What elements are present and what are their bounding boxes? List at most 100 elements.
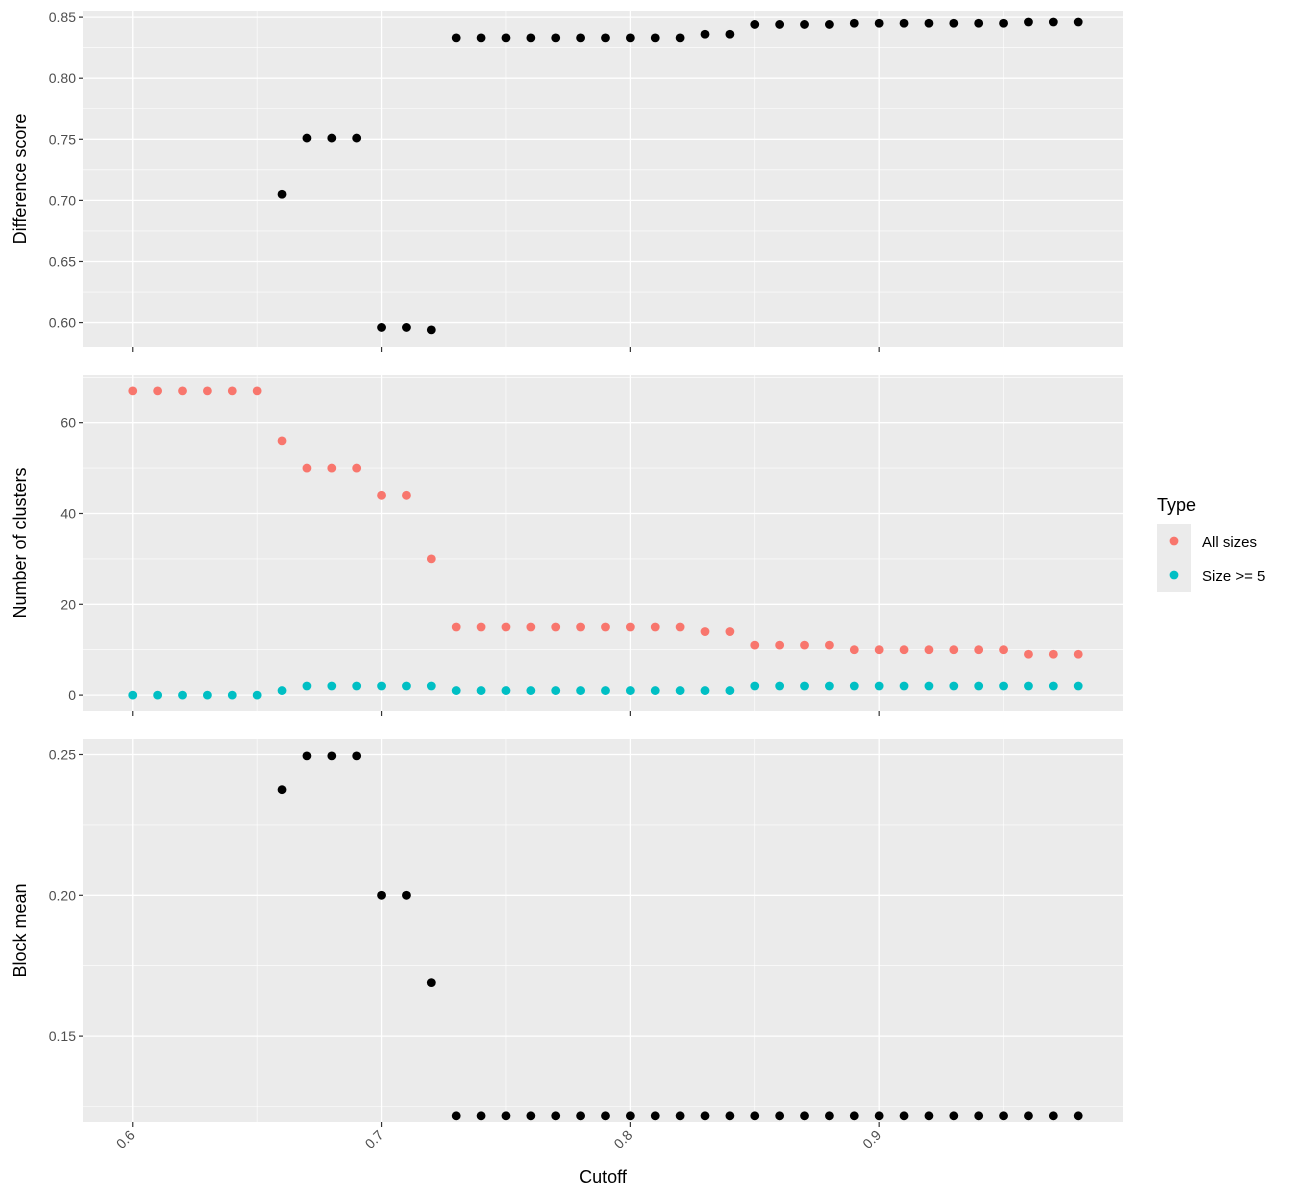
data-point xyxy=(924,681,934,691)
data-point xyxy=(1048,17,1058,27)
y-tick-label: 0.20 xyxy=(49,887,76,903)
data-point xyxy=(775,20,785,29)
series-points xyxy=(277,17,1083,335)
data-point xyxy=(476,686,486,695)
data-point xyxy=(1024,17,1033,27)
data-point xyxy=(1048,1111,1058,1121)
data-point xyxy=(601,33,610,43)
data-point xyxy=(601,1111,610,1121)
data-point xyxy=(302,463,312,473)
series-points xyxy=(277,751,1083,1121)
data-point xyxy=(526,1111,536,1121)
data-point xyxy=(675,1111,685,1121)
data-point xyxy=(128,690,138,700)
data-point xyxy=(203,386,212,396)
data-point xyxy=(825,1111,834,1121)
data-point xyxy=(352,751,362,761)
data-point xyxy=(1048,649,1058,659)
panel-background xyxy=(83,375,1123,711)
data-point xyxy=(576,1111,586,1121)
data-point xyxy=(700,29,710,39)
data-point xyxy=(551,1111,561,1121)
data-point xyxy=(650,1111,660,1121)
data-point xyxy=(775,681,785,691)
data-point xyxy=(675,622,685,632)
data-point xyxy=(501,686,511,695)
data-point xyxy=(899,18,909,28)
data-point xyxy=(874,681,884,691)
data-point xyxy=(1073,1111,1083,1121)
data-point xyxy=(625,1111,635,1121)
data-point xyxy=(800,640,809,650)
legend-label-all-sizes: All sizes xyxy=(1202,534,1257,551)
data-point xyxy=(725,686,735,695)
data-point xyxy=(999,681,1008,691)
data-point xyxy=(501,1111,511,1121)
data-point xyxy=(352,133,362,143)
panel-difference: 0.60 0.65 0.70 0.75 0.80 0.85 Difference score xyxy=(10,9,1123,352)
y-axis-title: Difference score xyxy=(10,114,30,245)
data-point xyxy=(227,386,237,396)
y-tick-label: 0.60 xyxy=(49,315,76,331)
data-point xyxy=(874,1111,884,1121)
data-point xyxy=(302,751,312,761)
data-point xyxy=(899,645,909,655)
y-tick-label: 0.75 xyxy=(49,131,76,147)
series-size-5 xyxy=(128,681,1083,700)
data-point xyxy=(974,681,984,691)
data-point xyxy=(476,622,486,632)
data-point xyxy=(576,686,586,695)
data-point xyxy=(825,20,834,29)
panel-block: 0.15 0.20 0.25 0.6 0.7 0.8 0.9 Block mean xyxy=(10,739,1123,1152)
panel-background xyxy=(83,11,1123,347)
data-point xyxy=(576,33,586,43)
data-point xyxy=(526,622,536,632)
y-tick-label: 0.70 xyxy=(49,192,76,208)
data-point xyxy=(426,681,436,691)
data-point xyxy=(302,681,312,691)
data-point xyxy=(1024,649,1033,659)
data-point xyxy=(1073,649,1083,659)
data-point xyxy=(924,645,934,655)
data-point xyxy=(402,681,411,691)
data-point xyxy=(426,325,436,335)
data-point xyxy=(327,681,337,691)
data-point xyxy=(426,978,436,987)
data-point xyxy=(974,645,984,655)
data-point xyxy=(849,1111,859,1121)
data-point xyxy=(650,686,660,695)
data-point xyxy=(650,622,660,632)
data-point xyxy=(476,1111,486,1121)
data-point xyxy=(924,1111,934,1121)
data-point xyxy=(700,1111,710,1121)
data-point xyxy=(252,386,262,396)
data-point xyxy=(277,436,287,446)
data-point xyxy=(576,622,586,632)
x-tick-label: 0.8 xyxy=(610,1127,635,1152)
data-point xyxy=(178,690,187,700)
data-point xyxy=(825,681,834,691)
data-point xyxy=(849,645,859,655)
data-point xyxy=(252,690,262,700)
data-point xyxy=(775,1111,785,1121)
data-point xyxy=(650,33,660,43)
legend-title: Type xyxy=(1157,495,1196,515)
data-point xyxy=(178,386,187,396)
data-point xyxy=(999,645,1008,655)
legend: Type All sizes Size >= 5 xyxy=(1157,495,1265,592)
data-point xyxy=(899,1111,909,1121)
data-point xyxy=(700,686,710,695)
data-point xyxy=(999,18,1008,28)
data-point xyxy=(800,681,809,691)
data-point xyxy=(675,686,685,695)
data-point xyxy=(750,640,760,650)
data-point xyxy=(327,751,337,761)
data-point xyxy=(277,785,287,795)
y-tick-label: 0 xyxy=(68,687,76,703)
data-point xyxy=(402,323,411,332)
legend-label-size-ge-5: Size >= 5 xyxy=(1202,568,1265,585)
data-point xyxy=(402,490,411,500)
data-point xyxy=(1073,17,1083,27)
x-tick-label: 0.9 xyxy=(859,1127,884,1152)
data-point xyxy=(1024,681,1033,691)
